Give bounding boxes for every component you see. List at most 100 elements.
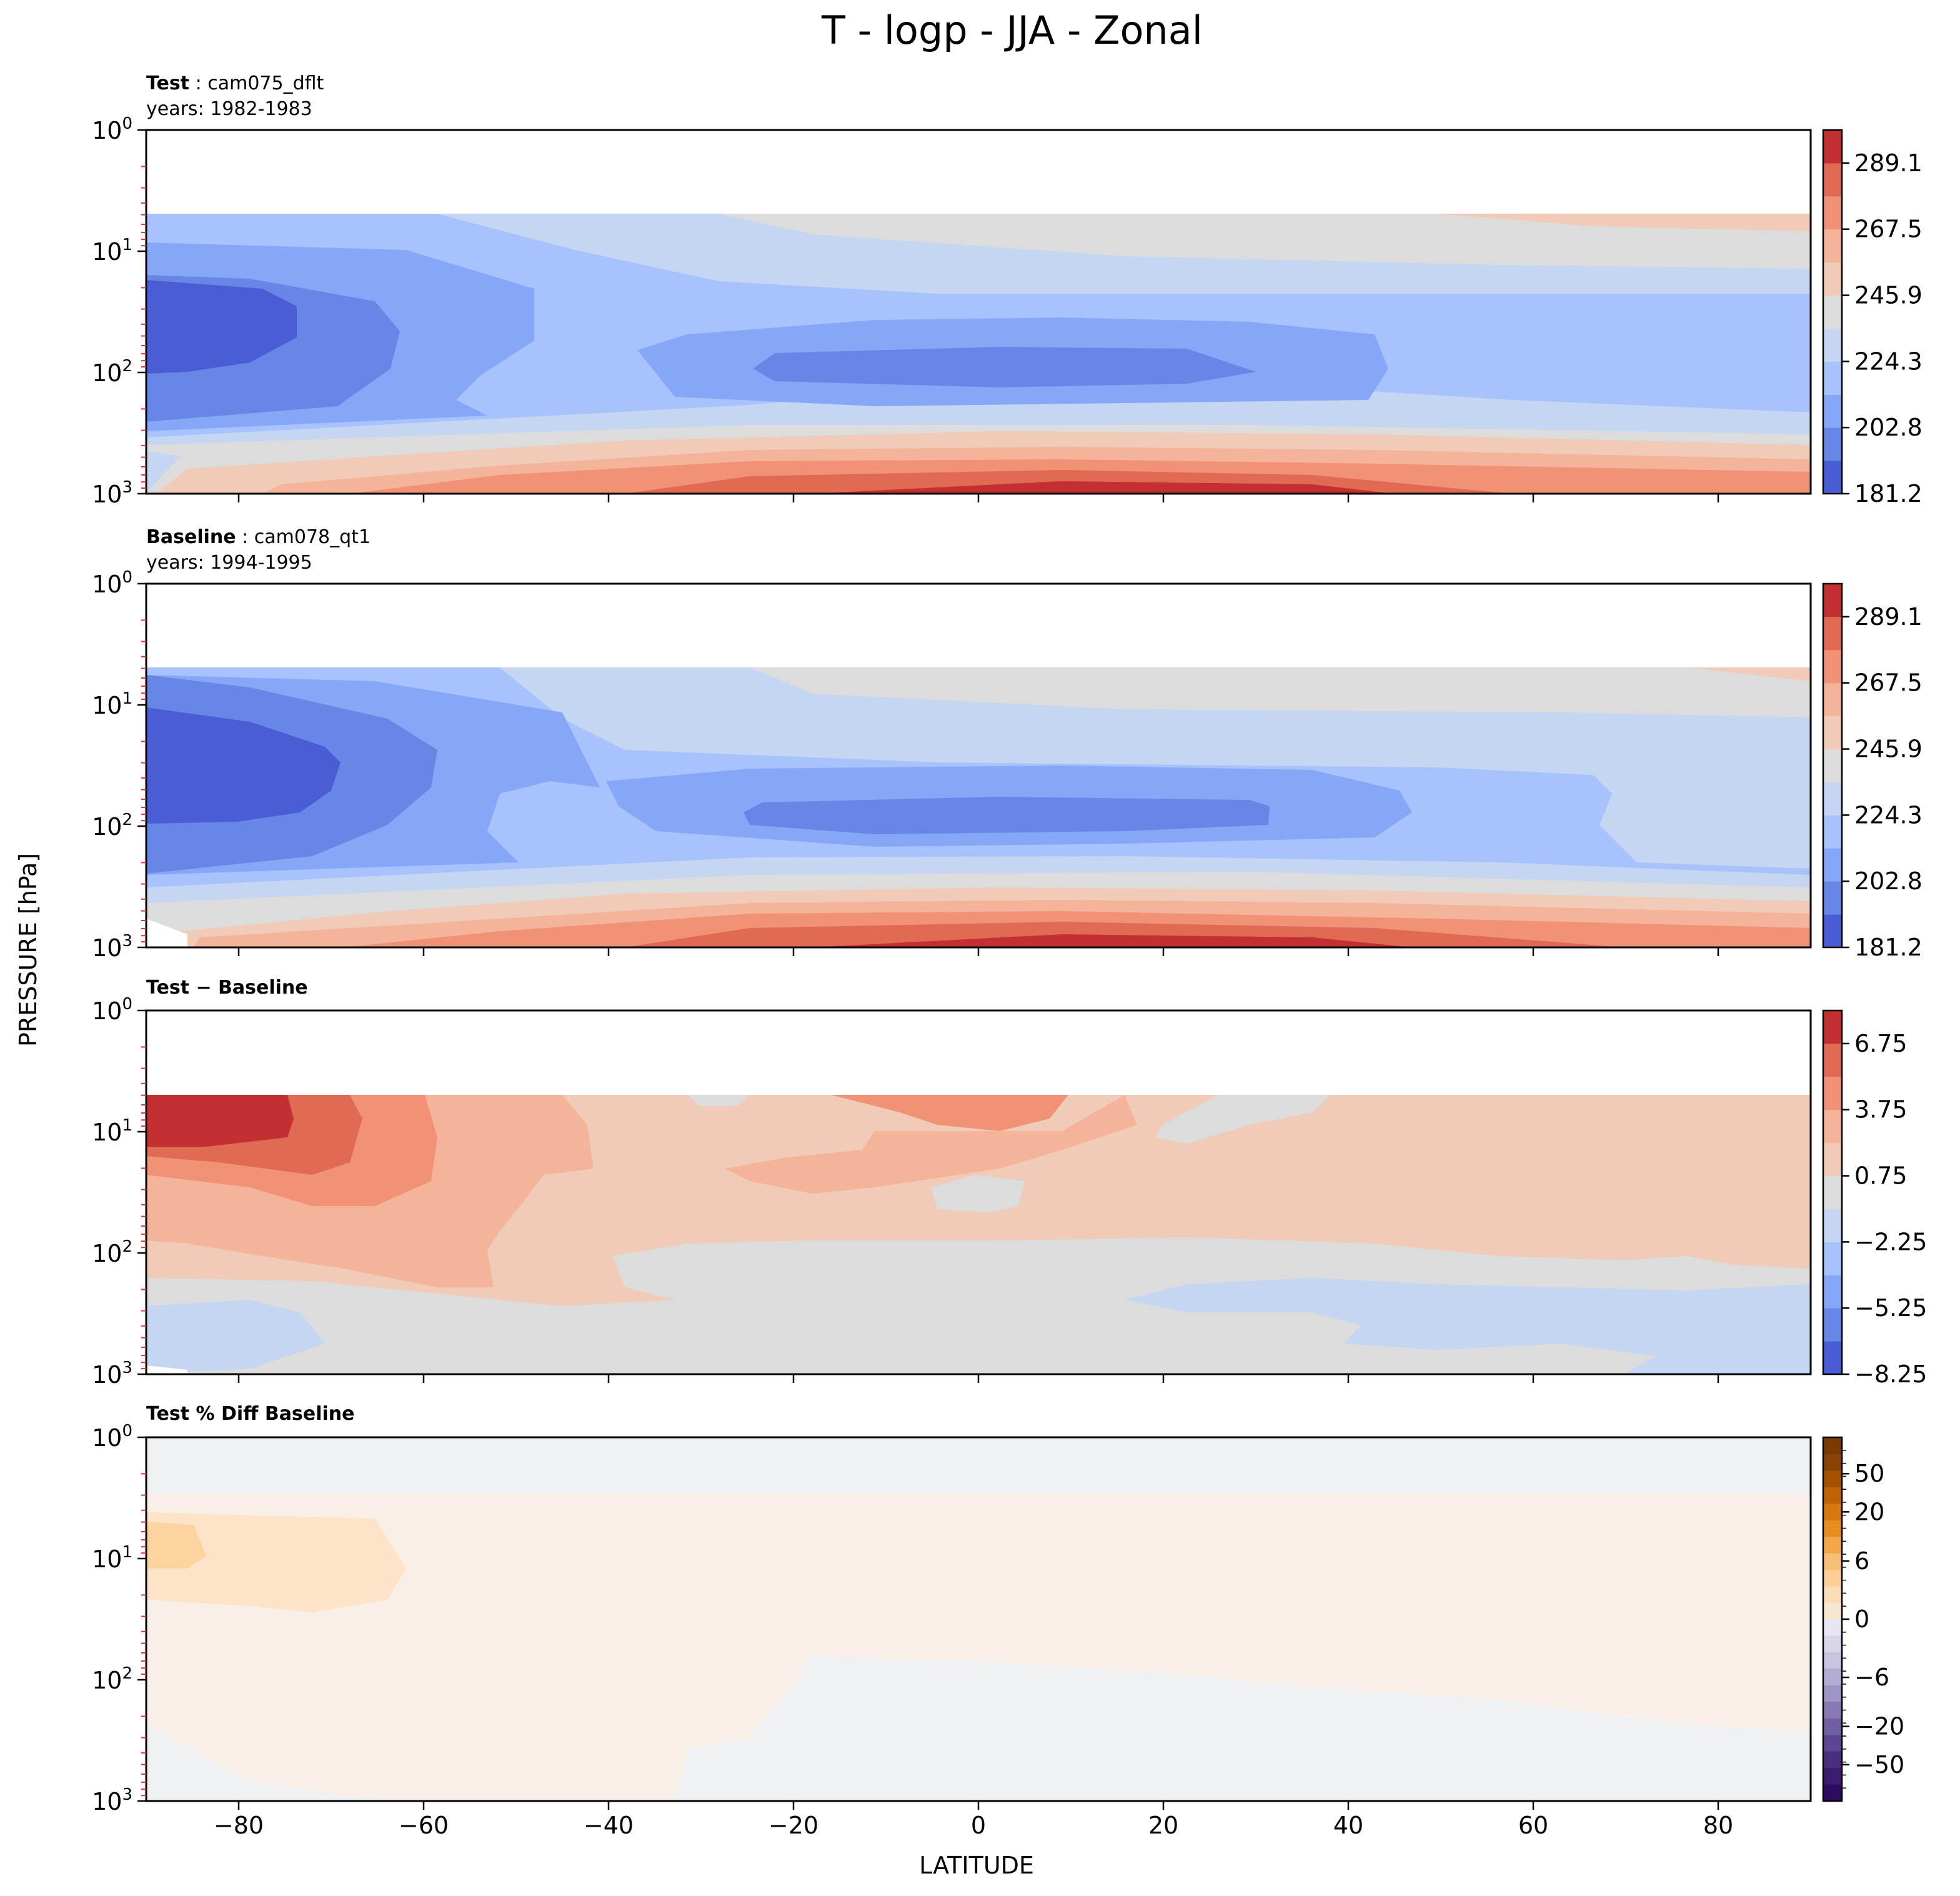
empty-upper-region: [146, 130, 1811, 214]
colorbar-tick-label: 224.3: [1854, 347, 1923, 375]
colorbar-segment: [1823, 1586, 1842, 1604]
contour-grey-right-top: [1156, 1095, 1331, 1144]
colorbar-tick-label: 224.3: [1854, 801, 1923, 829]
panel-baseline-subtitle: years: 1994-1995: [146, 552, 312, 574]
contour-blue-bottom-left: [146, 451, 181, 494]
colorbar-segment: [1823, 1569, 1842, 1587]
panel-test-subtitle: years: 1982-1983: [146, 98, 312, 120]
contour-orange3-center: [831, 1095, 1068, 1131]
contour-blue-dark: [146, 707, 341, 824]
contour-grey-top: [719, 214, 1811, 269]
y-axis-label: PRESSURE [hPa]: [14, 853, 42, 1047]
colorbar-segment: [1823, 1175, 1842, 1209]
figure-title: T - logp - JJA - Zonal: [821, 7, 1203, 53]
colorbar-tick-label: 267.5: [1854, 669, 1923, 697]
colorbar-segment: [1823, 749, 1842, 782]
colorbar-tick-label: −50: [1854, 1751, 1904, 1779]
colorbar-segment: [1823, 848, 1842, 882]
contour-blue2-center: [744, 797, 1270, 834]
panel-test-contours: [146, 130, 1811, 494]
colorbar-tick-label: 289.1: [1854, 149, 1923, 177]
colorbar-segment: [1823, 649, 1842, 684]
contour-blue5-left: [146, 1300, 325, 1372]
axes-panel-3: −80 −60 −40 −20 0 20 40 60 80 100 101 102 103: [92, 1422, 1733, 1839]
colorbar-segment: [1823, 1635, 1842, 1653]
contour-red5: [146, 1095, 294, 1147]
contour-red4-low: [625, 922, 1624, 947]
panel-pctdiff-title: Test % Diff Baseline: [146, 1403, 355, 1425]
y-tick-label: 100: [92, 1422, 132, 1452]
panel-diff-contours: [146, 1010, 1811, 1374]
colorbar-tick-label: 6.75: [1854, 1030, 1908, 1057]
colorbar-tick-label: 0: [1854, 1605, 1869, 1633]
colorbar-segment: [1823, 1718, 1842, 1735]
x-tick-label: −60: [399, 1812, 449, 1839]
panel-pctdiff-contours: [146, 1437, 1811, 1801]
colorbar-tick-label: 267.5: [1854, 216, 1923, 243]
colorbar-baseline: 289.1 267.5 245.9 224.3 202.8 181.2: [1822, 582, 1923, 961]
contour-blue5-right: [1125, 1278, 1811, 1374]
colorbar-frame: [1822, 129, 1843, 495]
contour-white-bottom-left: [146, 919, 187, 947]
colorbar-segment: [1823, 1503, 1842, 1520]
contour-pos2: [146, 1512, 406, 1612]
colorbar-segment: [1823, 1536, 1842, 1554]
colorbar-segment: [1823, 1520, 1842, 1537]
y-tick-label: 103: [92, 932, 132, 962]
colorbar-segment: [1823, 1735, 1842, 1752]
empty-upper-region: [146, 584, 1811, 667]
colorbar-diff: 6.75 3.75 0.75 −2.25 −5.25 −8.25: [1822, 1009, 1927, 1388]
colorbar-segment: [1823, 162, 1842, 197]
y-tick-label: 103: [92, 1359, 132, 1389]
colorbar-segment: [1823, 1470, 1842, 1487]
panel-pctdiff: Test % Diff Baseline: [145, 1403, 1812, 1802]
x-tick-label: 60: [1518, 1812, 1548, 1839]
colorbar-segment: [1823, 1685, 1842, 1702]
colorbar-segment: [1823, 1209, 1842, 1242]
panel-baseline-title-rest: : cam078_qt1: [236, 526, 371, 548]
colorbar-segment: [1823, 1487, 1842, 1504]
y-tick-label: 103: [92, 1785, 132, 1815]
panel-diff-title-bold: Test − Baseline: [146, 977, 308, 999]
panel-diff: Test − Baseline: [145, 977, 1812, 1375]
colorbar-segment: [1823, 1751, 1842, 1769]
colorbar-tick-label: 181.2: [1854, 934, 1923, 961]
colorbar-tick-label: 3.75: [1854, 1096, 1908, 1124]
x-axis-label: LATITUDE: [919, 1852, 1034, 1879]
panel-baseline-title: Baseline : cam078_qt1: [146, 526, 371, 548]
panel-baseline-contours: [146, 584, 1811, 947]
colorbar-frame: [1822, 1009, 1843, 1375]
contour-blue-dark: [146, 280, 297, 374]
colorbar-segment: [1823, 328, 1842, 362]
colorbar-segment: [1823, 914, 1842, 948]
colorbar-segment: [1823, 584, 1842, 617]
panel-pctdiff-title-bold: Test % Diff Baseline: [146, 1403, 355, 1425]
panel-test-title-bold: Test: [146, 72, 189, 94]
y-tick-label: 101: [92, 1116, 132, 1146]
x-tick-label: −40: [584, 1812, 634, 1839]
y-tick-label: 101: [92, 689, 132, 719]
contour-red5-low: [812, 481, 1393, 494]
x-tick-label: 40: [1333, 1812, 1363, 1839]
contour-grey-top: [750, 667, 1811, 717]
colorbar-segment: [1823, 262, 1842, 296]
y-tick-label: 101: [92, 236, 132, 266]
colorbar-segment: [1823, 1553, 1842, 1570]
y-tick-label: 102: [92, 1237, 132, 1267]
y-tick-label: 100: [92, 995, 132, 1025]
colorbar-segment: [1823, 1454, 1842, 1471]
colorbar-segment: [1823, 1602, 1842, 1620]
colorbar-segment: [1823, 1652, 1842, 1669]
y-tick-label: 100: [92, 568, 132, 598]
contour-pos-main: [146, 1494, 1811, 1800]
colorbar-segment: [1823, 1619, 1842, 1636]
colorbar-segment: [1823, 1076, 1842, 1110]
colorbar-tick-label: −20: [1854, 1713, 1904, 1740]
colorbar-segment: [1823, 1784, 1842, 1802]
colorbar-segment: [1823, 1308, 1842, 1342]
colorbar-tick-label: −2.25: [1854, 1228, 1927, 1255]
colorbar-tick-label: 50: [1854, 1460, 1884, 1487]
contour-blue2-center: [753, 347, 1256, 387]
x-tick-label: −20: [769, 1812, 818, 1839]
